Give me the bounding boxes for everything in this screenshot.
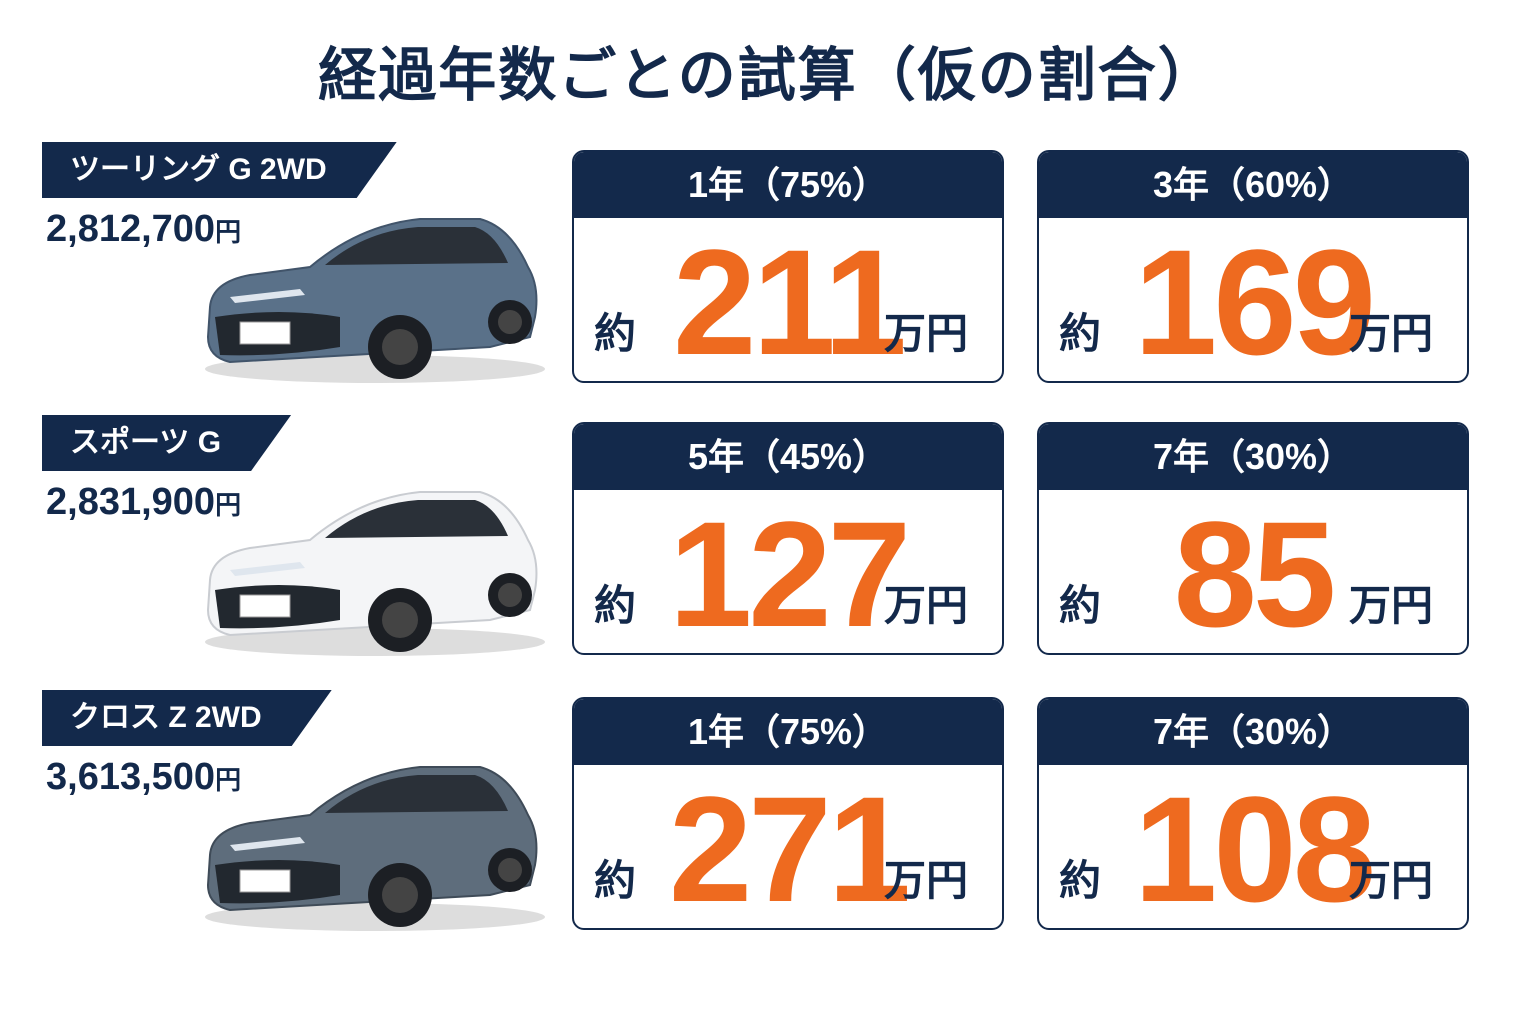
amount-value: 211 bbox=[673, 218, 907, 383]
car-image bbox=[205, 766, 545, 931]
card-header: 1年（75%） bbox=[574, 699, 1002, 765]
model-banner: ツーリング G 2WD bbox=[42, 142, 397, 198]
estimate-card: 1年（75%） 211 約 万円 bbox=[572, 150, 1004, 383]
card-header: 3年（60%） bbox=[1039, 152, 1467, 218]
estimate-card: 1年（75%） 271 約 万円 bbox=[572, 697, 1004, 930]
card-body: 271 約 万円 bbox=[574, 765, 1002, 930]
price: 2,812,700円 bbox=[46, 208, 241, 251]
amount-unit: 万円 bbox=[883, 857, 968, 904]
amount-prefix: 約 bbox=[594, 310, 637, 357]
amount-value: 108 bbox=[1133, 765, 1376, 930]
amount-value: 85 bbox=[1173, 490, 1337, 655]
price-value: 2,812,700 bbox=[46, 208, 216, 250]
card-body: 211 約 万円 bbox=[574, 218, 1002, 383]
amount-unit: 万円 bbox=[1348, 310, 1433, 357]
amount-prefix: 約 bbox=[1059, 857, 1102, 904]
price-unit: 円 bbox=[215, 217, 242, 247]
amount-value: 169 bbox=[1133, 218, 1376, 383]
amount-prefix: 約 bbox=[594, 582, 637, 629]
car-image bbox=[205, 218, 545, 383]
card-header: 5年（45%） bbox=[574, 424, 1002, 490]
card-header: 7年（30%） bbox=[1039, 699, 1467, 765]
amount-unit: 万円 bbox=[1348, 582, 1433, 629]
card-header: 1年（75%） bbox=[574, 152, 1002, 218]
price: 3,613,500円 bbox=[46, 756, 241, 799]
card-header: 7年（30%） bbox=[1039, 424, 1467, 490]
card-body: 85 約 万円 bbox=[1039, 490, 1467, 655]
page-title: 経過年数ごとの試算（仮の割合） bbox=[318, 43, 1218, 108]
amount-prefix: 約 bbox=[594, 857, 637, 904]
amount-unit: 万円 bbox=[883, 582, 968, 629]
amount-unit: 万円 bbox=[883, 310, 968, 357]
model-banner: スポーツ G bbox=[42, 415, 291, 471]
amount-value: 271 bbox=[668, 765, 911, 930]
price-unit: 円 bbox=[215, 490, 242, 520]
price-unit: 円 bbox=[215, 765, 242, 795]
estimate-card: 5年（45%） 127 約 万円 bbox=[572, 422, 1004, 655]
price-value: 2,831,900 bbox=[46, 481, 216, 523]
amount-unit: 万円 bbox=[1348, 857, 1433, 904]
price: 2,831,900円 bbox=[46, 481, 241, 524]
car-image bbox=[205, 491, 545, 656]
card-body: 127 約 万円 bbox=[574, 490, 1002, 655]
price-value: 3,613,500 bbox=[46, 756, 216, 798]
amount-value: 127 bbox=[668, 490, 911, 655]
card-body: 108 約 万円 bbox=[1039, 765, 1467, 930]
card-body: 169 約 万円 bbox=[1039, 218, 1467, 383]
estimate-card: 3年（60%） 169 約 万円 bbox=[1037, 150, 1469, 383]
amount-prefix: 約 bbox=[1059, 582, 1102, 629]
estimate-card: 7年（30%） 85 約 万円 bbox=[1037, 422, 1469, 655]
amount-prefix: 約 bbox=[1059, 310, 1102, 357]
estimate-card: 7年（30%） 108 約 万円 bbox=[1037, 697, 1469, 930]
model-banner: クロス Z 2WD bbox=[42, 690, 332, 746]
